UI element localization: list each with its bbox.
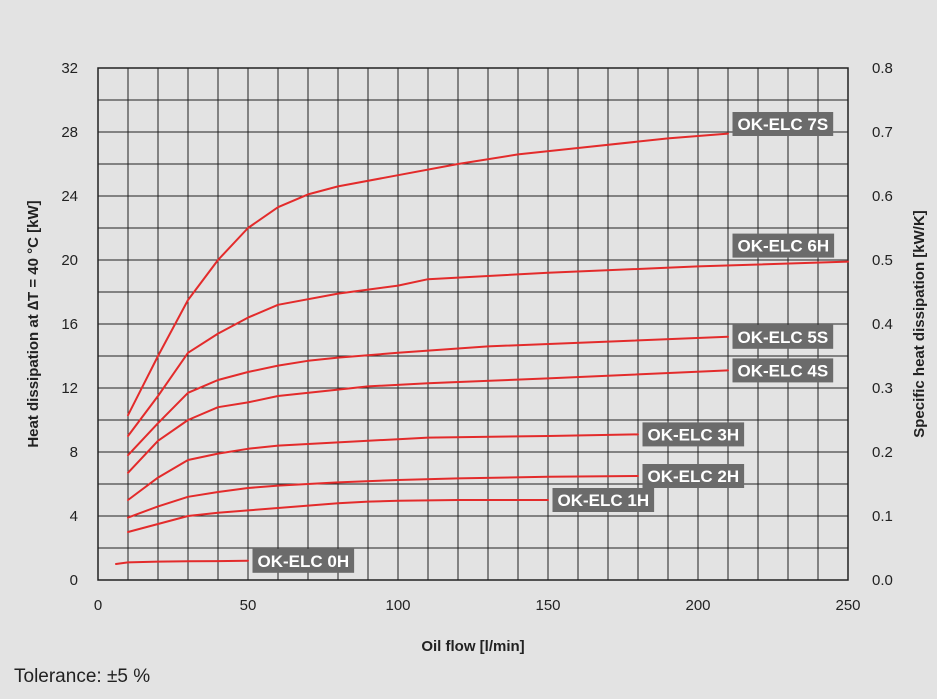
series-line — [127, 433, 639, 501]
series-label-text: OK-ELC 4S — [738, 361, 829, 380]
series-line — [127, 369, 729, 474]
y-tick-label: 32 — [61, 60, 78, 77]
series-label-bg — [732, 324, 834, 349]
x-tick-label: 100 — [385, 597, 410, 614]
y2-tick-label: 0.4 — [872, 316, 893, 333]
series-line — [127, 335, 729, 457]
y2-tick-label: 0.8 — [872, 60, 893, 77]
y-tick-label: 8 — [70, 444, 78, 461]
series-line — [115, 559, 249, 565]
y-tick-label: 24 — [61, 188, 78, 205]
y2-tick-label: 0.2 — [872, 444, 893, 461]
series-line — [127, 260, 849, 437]
y-tick-label: 28 — [61, 124, 78, 141]
y-tick-label: 16 — [61, 316, 78, 333]
plot-frame — [97, 67, 849, 581]
series-label-bg — [732, 233, 835, 258]
y-tick-label: 12 — [61, 380, 78, 397]
series-label-bg — [732, 112, 834, 136]
y2-tick-label: 0.5 — [872, 252, 893, 269]
x-tick-label: 200 — [685, 597, 710, 614]
y-tick-label: 0 — [70, 572, 78, 589]
x-axis-title: Oil flow [l/min] — [421, 638, 524, 655]
series-label: OK-ELC 0H — [252, 548, 355, 573]
series-label-text: OK-ELC 0H — [258, 552, 350, 571]
x-tick-label: 150 — [535, 597, 560, 614]
series-line — [127, 499, 549, 533]
series-label: OK-ELC 6H — [732, 233, 835, 258]
x-tick-label: 250 — [835, 597, 860, 614]
series-line — [127, 132, 729, 417]
y-tick-label: 20 — [61, 252, 78, 269]
y2-tick-label: 0.1 — [872, 508, 893, 525]
series-label-bg — [552, 488, 655, 512]
y2-tick-label: 0.6 — [872, 188, 893, 205]
y-tick-label: 4 — [70, 508, 78, 525]
series-label-text: OK-ELC 7S — [738, 115, 829, 134]
series-line — [127, 475, 639, 519]
series-label-bg — [732, 358, 834, 383]
series-label-bg — [642, 422, 745, 447]
y2-tick-label: 0.3 — [872, 380, 893, 397]
series-label-text: OK-ELC 3H — [648, 425, 740, 444]
x-tick-label: 50 — [240, 597, 257, 614]
tolerance-note: Tolerance: ±5 % — [14, 666, 151, 687]
series-label-text: OK-ELC 6H — [738, 237, 830, 256]
axis-ticks: 0 50 100 150 200 250 0 4 8 12 16 20 24 28 32 0.0 0.1 0.2 0… — [61, 60, 893, 614]
series-label: OK-ELC 7S — [732, 112, 834, 136]
x-tick-label: 0 — [94, 597, 102, 614]
series-labels: OK-ELC 0H OK-ELC 1H OK-ELC 2H OK-ELC 3H OK-E… — [252, 112, 835, 573]
series-label: OK-ELC 3H — [642, 422, 745, 447]
y2-tick-label: 0.0 — [872, 572, 893, 589]
y-axis-title: Heat dissipation at ∆T = 40 °C [kW] — [25, 200, 42, 447]
series-lines — [115, 132, 849, 565]
series-label-bg — [252, 548, 355, 573]
grid — [98, 68, 848, 580]
series-label-text: OK-ELC 2H — [648, 467, 740, 486]
series-label: OK-ELC 4S — [732, 358, 834, 383]
y2-tick-label: 0.7 — [872, 124, 893, 141]
series-label: OK-ELC 5S — [732, 324, 834, 349]
series-label-text: OK-ELC 1H — [558, 491, 650, 510]
y2-axis-title: Specific heat dissipation [kW/K] — [911, 210, 928, 438]
series-label-bg — [642, 464, 745, 488]
series-label: OK-ELC 1H — [552, 488, 655, 512]
series-label-text: OK-ELC 5S — [738, 328, 829, 347]
series-label: OK-ELC 2H — [642, 464, 745, 488]
